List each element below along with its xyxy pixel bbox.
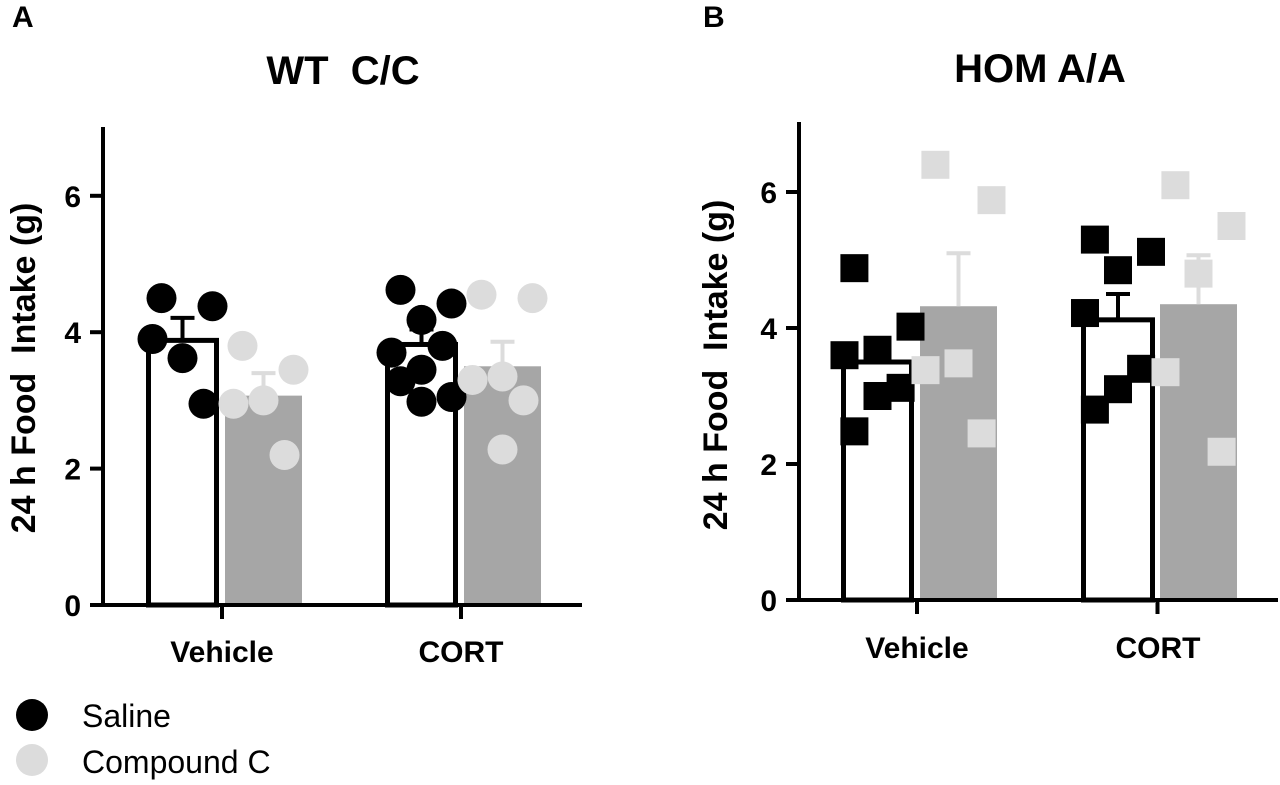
panel-b-point-compound-c-cort (1207, 437, 1236, 466)
panel-a-ytick-label-2: 2 (64, 454, 81, 487)
panel-a-point-compound-c-cort (487, 361, 518, 392)
panel-b-point-saline-cort (1080, 395, 1109, 424)
panel-b-point-compound-c-vehicle (967, 419, 996, 448)
panel-b-point-compound-c-cort (1151, 358, 1180, 387)
panel-a-point-saline-vehicle (188, 388, 219, 419)
legend-label-saline: Saline (82, 698, 171, 734)
panel-a-point-saline-vehicle (197, 291, 228, 322)
panel-a-point-saline-cort (406, 386, 437, 417)
panel-b-y-axis-label: 24 h Food Intake (g) (697, 200, 735, 531)
panel-b-point-compound-c-cort (1184, 259, 1213, 288)
panel-b-point-saline-vehicle (863, 335, 892, 364)
panel-a-bar-compound-c-vehicle (225, 395, 302, 605)
panel-b-ytick-label-6: 6 (760, 177, 777, 210)
panel-a-xtick-cort: CORT (419, 636, 504, 669)
panel-a-plot: 0 2 4 6 (64, 127, 582, 623)
legend: Saline Compound C (16, 698, 271, 780)
panel-b-xtick-cort: CORT (1116, 632, 1201, 665)
panel-a-point-compound-c-cort (517, 283, 548, 314)
panel-b-point-saline-cort (1080, 225, 1109, 254)
panel-a-ytick-label-6: 6 (64, 181, 81, 214)
panel-b-point-saline-vehicle (896, 312, 925, 341)
panel-b-point-saline-vehicle (830, 341, 859, 370)
panel-a-bar-saline-vehicle (146, 337, 219, 608)
panel-b: B HOM A/A 24 h Food Intake (g) 0 2 4 6 Vehi… (697, 1, 1278, 665)
panel-a-point-saline-cort (427, 330, 458, 361)
panel-a-title: WT C/C (266, 49, 419, 93)
panel-b-point-compound-c-vehicle (944, 349, 973, 378)
panel-a-point-saline-cort (376, 337, 407, 368)
legend-marker-saline (16, 699, 48, 731)
panel-b-point-compound-c-vehicle (977, 186, 1006, 215)
panel-a: A WT C/C 24 h Food Intake (g) 0 2 4 6 Vehic… (5, 1, 582, 669)
legend-label-compound-c: Compound C (82, 744, 271, 780)
panel-b-ytick-label-4: 4 (760, 313, 777, 346)
panel-a-point-compound-c-vehicle (227, 330, 258, 361)
panel-b-point-compound-c-vehicle (911, 356, 940, 385)
panel-a-point-saline-vehicle (167, 343, 198, 374)
panel-b-ytick-label-0: 0 (760, 585, 777, 618)
panel-b-point-saline-cort (1071, 299, 1099, 328)
panel-b-xtick-vehicle: Vehicle (865, 632, 968, 665)
panel-b-point-saline-vehicle (840, 417, 869, 446)
panel-b-plot: 0 2 4 6 (760, 122, 1278, 618)
panel-a-point-saline-vehicle (146, 283, 177, 314)
panel-b-point-compound-c-vehicle (921, 150, 950, 179)
panel-a-y-axis-label: 24 h Food Intake (g) (5, 203, 43, 534)
panel-a-point-saline-cort (436, 288, 467, 319)
panel-a-ytick-label-0: 0 (64, 590, 81, 623)
panel-a-xtick-vehicle: Vehicle (170, 636, 273, 669)
legend-marker-compound-c (16, 744, 48, 776)
panel-b-point-saline-cort (1104, 256, 1132, 285)
panel-a-point-compound-c-vehicle (248, 385, 279, 416)
panel-a-point-compound-c-vehicle (218, 388, 249, 419)
panel-a-point-compound-c-cort (466, 279, 497, 310)
panel-b-point-compound-c-cort (1161, 171, 1190, 200)
panel-b-point-saline-vehicle (840, 254, 869, 283)
panel-b-title: HOM A/A (954, 47, 1126, 91)
panel-b-point-saline-vehicle (863, 382, 892, 410)
panel-a-ytick-label-4: 4 (64, 317, 81, 350)
panel-b-label: B (703, 1, 725, 34)
panel-a-point-compound-c-cort (508, 385, 539, 416)
panel-a-point-compound-c-cort (457, 364, 488, 395)
panel-b-point-saline-cort (1137, 237, 1165, 266)
panel-a-point-saline-cort (385, 274, 416, 305)
panel-a-point-compound-c-vehicle (269, 439, 300, 470)
panel-a-point-saline-cort (436, 381, 467, 412)
panel-a-point-compound-c-cort (487, 434, 518, 465)
panel-a-point-saline-cort (406, 304, 437, 335)
panel-a-point-compound-c-vehicle (278, 354, 309, 385)
panel-a-point-saline-vehicle (137, 324, 168, 355)
panel-b-ytick-label-2: 2 (760, 449, 777, 482)
panel-a-point-saline-cort (385, 366, 416, 397)
panel-b-point-compound-c-cort (1217, 212, 1246, 240)
panel-a-label: A (12, 1, 34, 34)
